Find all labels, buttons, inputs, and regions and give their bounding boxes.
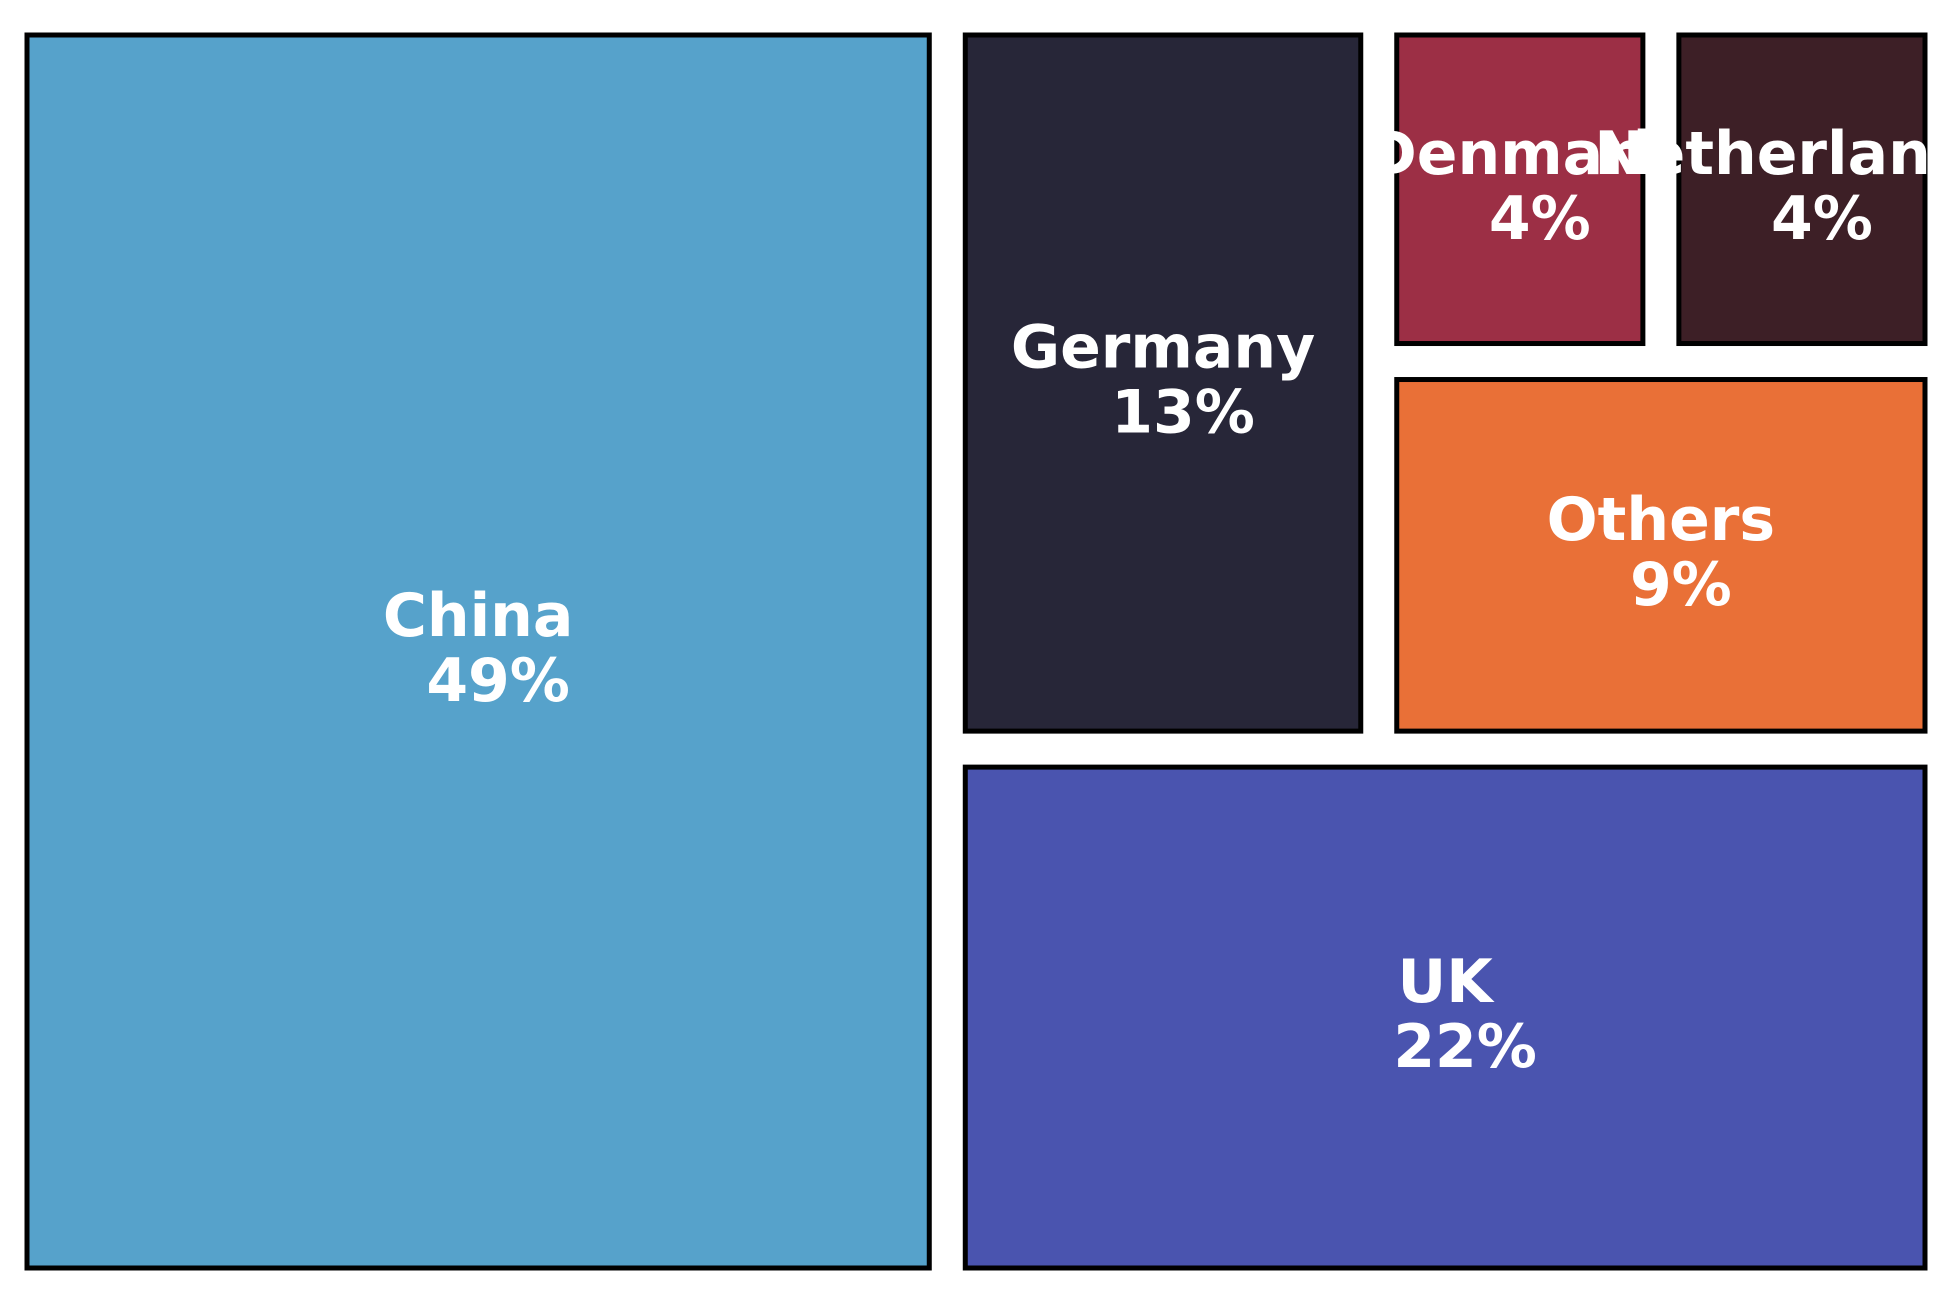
cell-value-label: 9% <box>1630 550 1732 620</box>
treemap-cell <box>1394 32 1646 347</box>
cell-label: Netherlands <box>1594 119 1949 189</box>
cell-label: UK <box>1398 947 1496 1017</box>
cell-label: Denmark <box>1367 119 1675 189</box>
cell-value-label: 4% <box>1489 184 1591 254</box>
cell-value-label: 22% <box>1393 1012 1537 1082</box>
treemap-cell <box>1676 32 1928 347</box>
treemap-cell <box>1394 377 1928 734</box>
treemap-cell <box>24 32 932 1271</box>
cell-label: China <box>383 581 574 651</box>
treemap-cell <box>962 32 1364 734</box>
cell-value-label: 13% <box>1111 378 1255 448</box>
cell-label: Others <box>1547 485 1775 555</box>
treemap-cell <box>962 764 1928 1271</box>
cell-label: Germany <box>1011 313 1315 383</box>
cell-value-label: 49% <box>426 646 570 716</box>
cell-value-label: 4% <box>1771 184 1873 254</box>
